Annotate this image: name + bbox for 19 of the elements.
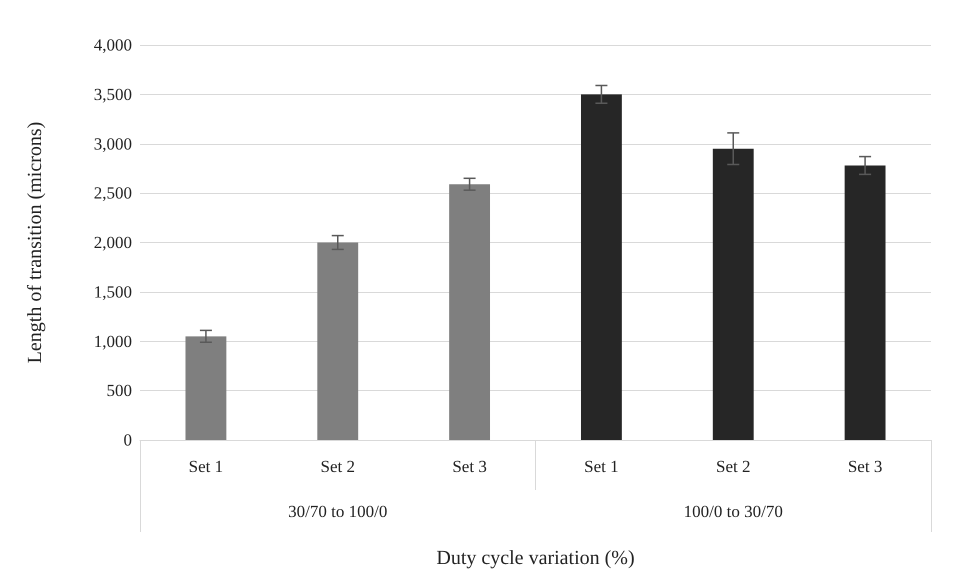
y-tick-label: 2,500 (94, 184, 132, 203)
y-tick-label: 1,000 (94, 332, 132, 351)
x-tick-label: Set 2 (320, 457, 355, 476)
y-tick-label: 2,000 (94, 233, 132, 252)
x-tick-label: Set 3 (848, 457, 882, 476)
y-tick-label: 1,500 (94, 282, 132, 302)
x-tick-label: Set 3 (452, 457, 487, 476)
y-tick-label: 3,500 (94, 84, 132, 104)
text: 100/0 to 30/70 (682, 502, 784, 522)
y-axis-title: Length of transition (microns) (24, 122, 46, 364)
x-tick-label: Set 1 (188, 457, 224, 476)
x-tick-label: Set 1 (584, 457, 619, 476)
x-tick-label: Set 2 (716, 457, 750, 476)
y-tick-label: 3,000 (94, 134, 132, 154)
y-tick-label: 500 (106, 381, 132, 400)
y-tick-label: 0 (124, 430, 132, 450)
text: 30/70 to 100/0 (287, 502, 388, 522)
x-axis-title: Duty cycle variation (%) (436, 547, 635, 569)
y-tick-label: 4,000 (94, 36, 132, 54)
